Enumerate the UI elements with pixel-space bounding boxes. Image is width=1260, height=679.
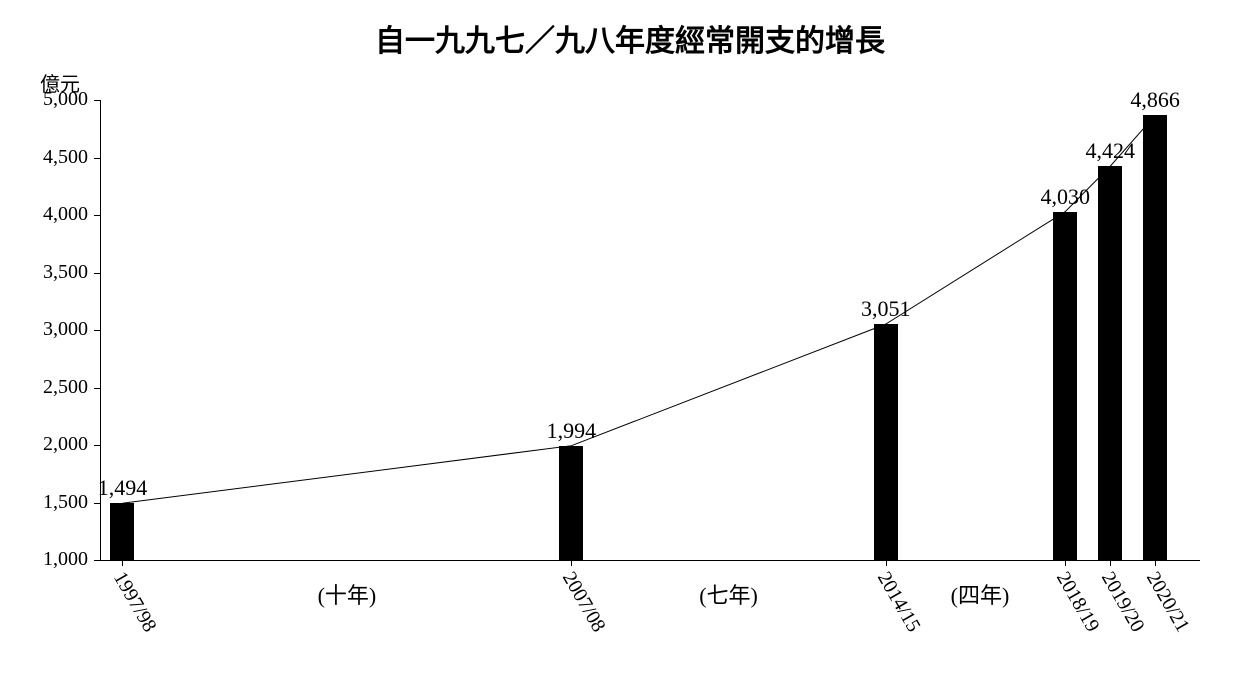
bar-value-label: 4,866: [1130, 87, 1180, 113]
y-tick-label: 2,500: [24, 376, 88, 399]
x-tick-mark: [1110, 560, 1111, 566]
x-axis-line: [100, 560, 1200, 561]
y-tick-mark: [94, 273, 100, 274]
bar-value-label: 4,030: [1041, 184, 1091, 210]
x-tick-mark: [122, 560, 123, 566]
y-tick-mark: [94, 215, 100, 216]
y-tick-label: 1,500: [24, 491, 88, 514]
y-tick-label: 4,000: [24, 203, 88, 226]
x-tick-mark: [886, 560, 887, 566]
y-tick-label: 3,000: [24, 318, 88, 341]
y-tick-label: 5,000: [24, 88, 88, 111]
x-category-label: 2014/15: [872, 568, 925, 636]
y-tick-mark: [94, 158, 100, 159]
y-tick-mark: [94, 388, 100, 389]
chart-title: 自一九九七／九八年度經常開支的增長: [0, 16, 1260, 60]
x-gap-label: (七年): [699, 578, 758, 610]
y-tick-label: 3,500: [24, 261, 88, 284]
x-category-label: 2007/08: [558, 568, 611, 636]
bar: [110, 503, 134, 560]
y-tick-mark: [94, 560, 100, 561]
y-tick-label: 2,000: [24, 433, 88, 456]
x-tick-mark: [1155, 560, 1156, 566]
plot-area: 1,0001,5002,0002,5003,0003,5004,0004,500…: [100, 100, 1200, 560]
x-gap-label: (四年): [951, 578, 1010, 610]
y-tick-mark: [94, 330, 100, 331]
x-category-label: 1997/98: [109, 568, 162, 636]
y-tick-label: 1,000: [24, 548, 88, 571]
y-tick-label: 4,500: [24, 146, 88, 169]
chart-container: 自一九九七／九八年度經常開支的增長 億元 1,0001,5002,0002,50…: [0, 0, 1260, 679]
y-tick-mark: [94, 503, 100, 504]
bar: [1053, 212, 1077, 560]
x-category-label: 2020/21: [1141, 568, 1194, 636]
trend-line: [100, 100, 1200, 560]
bar: [874, 324, 898, 560]
y-tick-mark: [94, 445, 100, 446]
y-tick-mark: [94, 100, 100, 101]
bar-value-label: 3,051: [861, 296, 911, 322]
bar: [1143, 115, 1167, 560]
bar: [1098, 166, 1122, 560]
bar-value-label: 1,994: [547, 418, 597, 444]
x-tick-mark: [1065, 560, 1066, 566]
bar: [559, 446, 583, 560]
bar-value-label: 1,494: [98, 475, 148, 501]
x-gap-label: (十年): [318, 578, 377, 610]
bar-value-label: 4,424: [1085, 138, 1135, 164]
x-tick-mark: [571, 560, 572, 566]
